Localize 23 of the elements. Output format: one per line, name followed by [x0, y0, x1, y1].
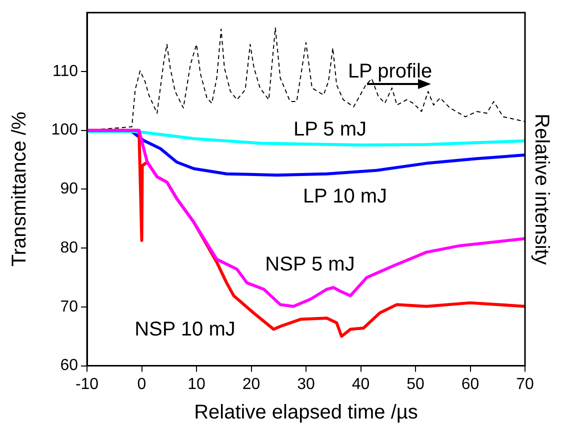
series-label: NSP 10 mJ — [134, 318, 236, 341]
y-tick-label: 70 — [60, 298, 78, 316]
series-label: LP 10 mJ — [302, 186, 388, 208]
x-tick-label: 40 — [352, 376, 370, 393]
y2-axis-title: Relative intensity — [530, 114, 552, 265]
series-label: LP 5 mJ — [294, 118, 366, 141]
y-tick-label: 90 — [60, 180, 78, 198]
y-tick-label: 110 — [52, 62, 78, 80]
y-tick-label: 100 — [51, 122, 78, 139]
x-tick-label: 60 — [461, 376, 480, 393]
x-axis-title: Relative elapsed time /µs — [194, 402, 418, 424]
x-tick-label: -10 — [75, 376, 99, 393]
y-tick-label: 80 — [60, 239, 78, 256]
series-label: LP profile — [348, 60, 432, 83]
x-tick-label: 20 — [242, 376, 260, 393]
x-tick-label: 0 — [137, 376, 146, 393]
x-tick-label: 50 — [406, 376, 424, 393]
series-label: NSP 5 mJ — [265, 254, 355, 276]
x-tick-label: 70 — [516, 376, 534, 393]
x-tick-label: 30 — [297, 376, 315, 393]
x-tick-label: 10 — [188, 376, 206, 393]
y-tick-label: 60 — [60, 357, 78, 374]
y-axis-title: Transmittance /% — [8, 112, 31, 267]
